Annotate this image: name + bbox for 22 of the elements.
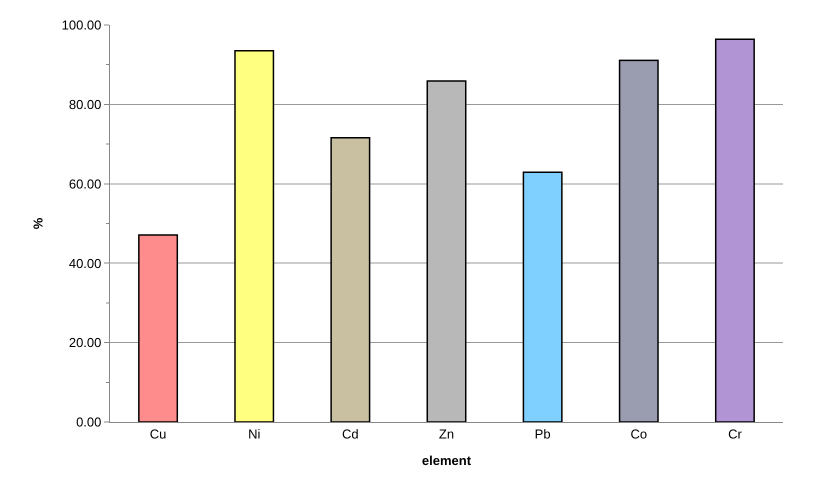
bar — [618, 60, 659, 422]
x-tick-label: Cd — [342, 426, 359, 442]
bar — [330, 137, 370, 422]
bar — [714, 38, 755, 422]
y-tick-label: 60.00 — [68, 176, 102, 192]
y-tick-label: 40.00 — [68, 256, 102, 271]
y-tick-label: 20.00 — [68, 335, 102, 350]
y-tick-label: 0.00 — [76, 414, 102, 430]
y-tick-label: 100.00 — [62, 18, 102, 33]
y-tick-label: 80.00 — [68, 96, 102, 112]
x-tick-label: Cu — [150, 426, 166, 442]
bar — [234, 50, 274, 422]
bar — [522, 172, 563, 422]
x-tick-label: Ni — [248, 426, 260, 442]
x-axis-title: element — [422, 453, 472, 468]
x-tick-label: Zn — [438, 426, 454, 442]
x-tick-label: Pb — [534, 426, 551, 442]
y-axis-title: % — [30, 217, 46, 230]
bar — [426, 80, 466, 422]
bar — [138, 234, 178, 422]
x-tick-label: Co — [630, 426, 648, 442]
x-tick-label: Cr — [728, 426, 742, 442]
